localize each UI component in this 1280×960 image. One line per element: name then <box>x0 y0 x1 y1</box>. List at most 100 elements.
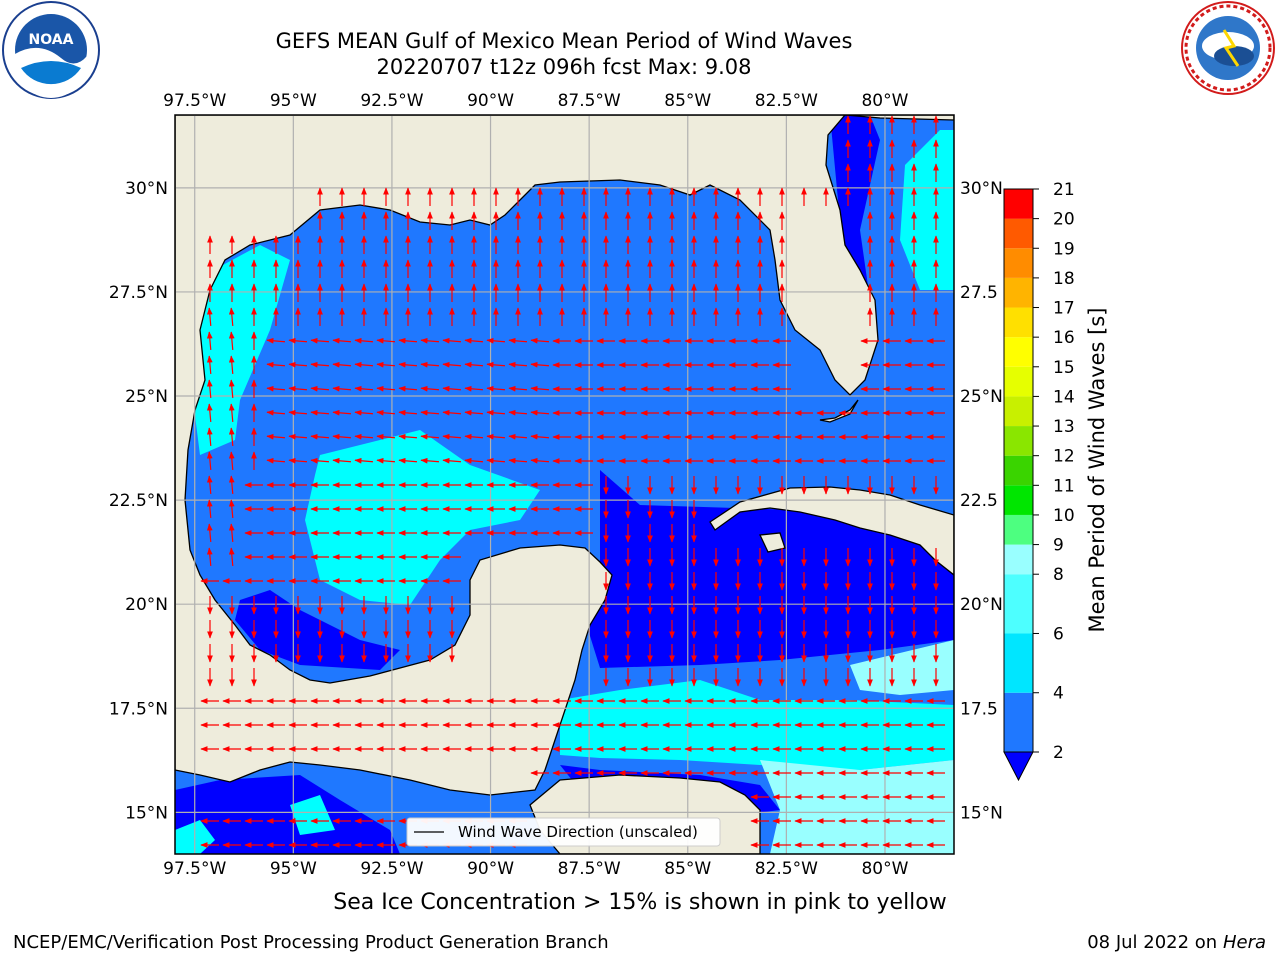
wave-arrow <box>332 385 352 392</box>
wave-arrow <box>332 433 352 440</box>
wave-arrow <box>464 385 484 392</box>
wave-arrow <box>442 409 462 416</box>
wave-arrow <box>228 475 235 495</box>
wave-arrow <box>310 385 330 392</box>
wave-arrow <box>442 361 462 368</box>
wave-arrow <box>354 433 374 440</box>
map-frame <box>174 114 955 855</box>
wave-arrow <box>228 379 235 399</box>
wave-arrow <box>530 457 550 464</box>
wave-arrow <box>530 337 550 344</box>
lat-tick-label: 20°N <box>125 595 168 615</box>
wave-arrow <box>228 355 235 375</box>
lon-ticks-bottom: 97.5°W 95°W 92.5°W 90°W 87.5°W 85°W 82.5°W 80°W <box>163 859 908 879</box>
wave-arrow <box>228 307 235 327</box>
colorbar-tick-label: 12 <box>1053 447 1075 467</box>
wave-arrow <box>464 337 484 344</box>
colorbar-label: Mean Period of Wind Waves [s] <box>1085 308 1109 633</box>
wave-arrow <box>508 385 528 392</box>
wave-arrow <box>530 385 550 392</box>
lon-tick-label: 85°W <box>664 859 711 879</box>
wave-arrow <box>530 409 550 416</box>
lon-tick-label: 80°W <box>861 859 908 879</box>
wave-arrow <box>288 457 308 464</box>
colorbar-segment <box>1004 633 1033 693</box>
wave-arrow <box>228 499 235 519</box>
wave-arrow <box>206 499 213 519</box>
wave-arrow <box>266 409 286 416</box>
lat-tick-label: 15°N <box>960 803 1003 823</box>
wave-arrow <box>228 403 235 423</box>
colorbar-segment <box>1004 248 1033 278</box>
colorbar-segment <box>1004 514 1033 545</box>
wave-arrow <box>206 307 213 327</box>
colorbar-segment <box>1004 426 1033 456</box>
colorbar-segment <box>1004 396 1033 427</box>
wave-arrow <box>398 361 418 368</box>
lon-ticks-top: 97.5°W 95°W 92.5°W 90°W 87.5°W 85°W 82.5°W 80°W <box>163 91 908 111</box>
wave-arrow <box>354 361 374 368</box>
wave-arrow <box>420 457 440 464</box>
chart-title: GEFS MEAN Gulf of Mexico Mean Period of … <box>275 29 853 53</box>
colorbar-segment <box>1004 574 1033 634</box>
wave-arrow <box>486 409 506 416</box>
colorbar-tick-label: 16 <box>1053 328 1075 348</box>
wave-arrow <box>206 331 213 351</box>
wave-arrow <box>442 337 462 344</box>
wave-arrow <box>228 427 235 447</box>
wave-arrow <box>310 457 330 464</box>
wave-arrow <box>530 433 550 440</box>
colorbar-segment <box>1004 307 1033 338</box>
sea-ice-note: Sea Ice Concentration > 15% is shown in … <box>333 890 947 915</box>
lon-tick-label: 87.5°W <box>558 91 621 111</box>
colorbar-tick-label: 8 <box>1053 565 1064 585</box>
svg-text:NOAA: NOAA <box>29 32 74 48</box>
wave-arrow <box>228 451 235 471</box>
wave-arrow <box>508 337 528 344</box>
colorbar-tick-label: 21 <box>1053 180 1075 200</box>
colorbar-frame <box>1003 188 1034 753</box>
lon-tick-label: 90°W <box>467 91 514 111</box>
wave-arrow <box>332 409 352 416</box>
nws-logo <box>1181 1 1275 95</box>
colorbar-extend-min <box>1003 751 1034 782</box>
lat-tick-label: 17.5°N <box>109 699 168 719</box>
footer-host: Hera <box>1222 932 1266 953</box>
wave-arrow <box>398 409 418 416</box>
colorbar-tick-label: 17 <box>1053 299 1075 319</box>
long-period-regions <box>760 640 954 854</box>
colorbar-segment <box>1004 455 1033 486</box>
wave-arrow <box>288 433 308 440</box>
colorbar-tick-label: 13 <box>1053 417 1075 437</box>
wave-arrow <box>442 433 462 440</box>
footer-date-text: 08 Jul 2022 on <box>1087 932 1223 953</box>
wave-arrow <box>508 433 528 440</box>
wave-arrow <box>420 409 440 416</box>
colorbar-tick-label: 20 <box>1053 210 1075 230</box>
lat-tick-label: 30°N <box>125 179 168 199</box>
lon-tick-label: 92.5°W <box>360 859 423 879</box>
lat-tick-label: 30°N <box>960 179 1003 199</box>
lon-tick-label: 97.5°W <box>163 859 226 879</box>
wave-arrow <box>442 385 462 392</box>
wave-arrow <box>332 361 352 368</box>
colorbar-tick-label: 6 <box>1053 624 1064 644</box>
wave-arrow <box>288 337 308 344</box>
colorbar-segment <box>1004 692 1033 752</box>
colorbar-segment <box>1004 366 1033 397</box>
wave-arrow <box>228 523 235 543</box>
wave-arrow <box>310 409 330 416</box>
lon-tick-label: 87.5°W <box>558 859 621 879</box>
wave-arrow <box>310 361 330 368</box>
lat-ticks-right: 30°N 27.5 25°N 22.5 20°N 17.5 15°N <box>960 179 1003 824</box>
lat-tick-label: 25°N <box>125 387 168 407</box>
lon-tick-label: 90°W <box>467 859 514 879</box>
wave-arrow <box>206 523 213 543</box>
lat-tick-label: 22.5 <box>960 491 998 511</box>
wave-arrow <box>310 433 330 440</box>
wave-arrow <box>288 385 308 392</box>
wave-arrow <box>376 457 396 464</box>
wave-arrow <box>310 337 330 344</box>
wave-arrow <box>442 457 462 464</box>
colorbar-tick-label: 18 <box>1053 269 1075 289</box>
